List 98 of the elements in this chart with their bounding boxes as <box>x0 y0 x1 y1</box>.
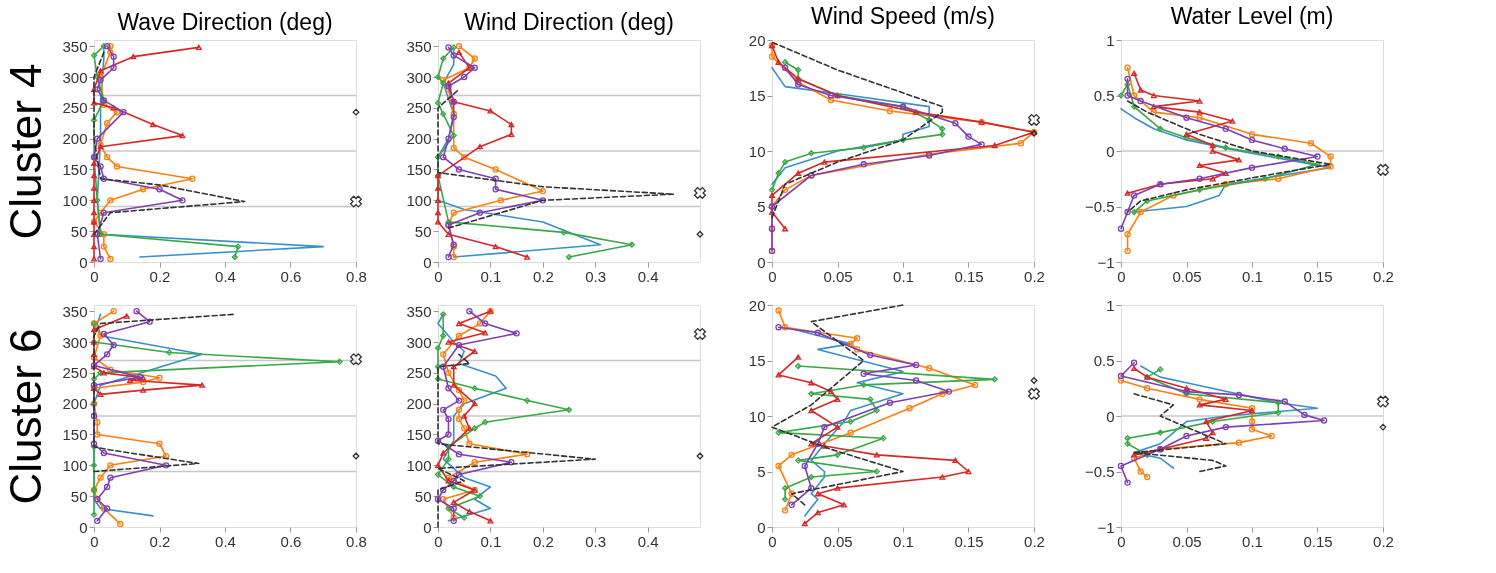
y-tick-label: 200 <box>406 130 432 148</box>
y-tick-label: 5 <box>757 198 766 215</box>
y-tick-label: 20 <box>748 296 766 314</box>
chart-title: Wind Direction (deg) <box>464 9 674 36</box>
x-tick-label: 0.05 <box>823 267 853 285</box>
y-tick-label: 300 <box>62 333 88 351</box>
y-tick-label: 250 <box>406 99 432 117</box>
x-tick-label: 0 <box>1117 532 1126 550</box>
y-tick-label: 0 <box>79 518 88 536</box>
y-tick-label: 150 <box>406 161 432 178</box>
y-tick-label: 0 <box>423 253 432 271</box>
y-tick-label: 1 <box>1106 31 1115 49</box>
x-tick-label: 0 <box>90 267 99 285</box>
y-tick-label: 100 <box>406 456 432 474</box>
x-tick-label: 0 <box>768 267 777 285</box>
x-tick-label: 0.05 <box>1172 267 1202 285</box>
y-tick-label: 50 <box>414 222 432 240</box>
y-axis-title: Cluster 6 <box>1 328 51 505</box>
x-tick-label: 0.3 <box>585 267 607 285</box>
x-tick-label: 0.8 <box>346 267 367 285</box>
y-tick-label: −0.5 <box>1084 463 1115 480</box>
x-tick-label: 0.15 <box>1303 267 1333 285</box>
x-tick-label: 0.2 <box>149 532 171 550</box>
y-tick-label: 0 <box>757 253 766 271</box>
y-tick-label: −0.5 <box>1084 198 1115 215</box>
y-tick-label: −1 <box>1097 518 1115 536</box>
x-tick-label: 0.05 <box>1172 532 1202 550</box>
y-tick-label: 20 <box>748 31 766 49</box>
chart-title: Water Level (m) <box>1170 3 1334 29</box>
y-tick-label: 250 <box>406 364 432 382</box>
x-tick-label: 0.2 <box>1024 532 1045 550</box>
y-tick-label: 0 <box>423 518 432 536</box>
x-tick-label: 0.05 <box>823 532 853 550</box>
x-tick-label: 0.6 <box>280 267 302 285</box>
y-tick-label: 15 <box>748 87 766 104</box>
y-tick-label: 10 <box>748 142 766 160</box>
x-tick-label: 0.4 <box>215 267 236 285</box>
y-tick-label: 100 <box>62 191 88 209</box>
x-tick-label: 0.15 <box>954 532 984 550</box>
x-tick-label: 0.3 <box>585 532 607 550</box>
x-tick-label: 0.1 <box>893 267 914 285</box>
x-tick-label: 0.6 <box>280 532 302 550</box>
y-tick-label: 300 <box>406 333 432 351</box>
x-tick-label: 0.1 <box>1242 532 1263 550</box>
x-tick-label: 0.1 <box>480 267 502 285</box>
x-tick-label: 0.1 <box>1242 267 1263 285</box>
x-tick-label: 0.4 <box>637 532 659 550</box>
x-tick-label: 0 <box>434 532 443 550</box>
y-tick-label: 50 <box>414 487 432 505</box>
x-tick-label: 0.4 <box>637 267 659 285</box>
x-tick-label: 0.4 <box>215 532 236 550</box>
y-axis-title: Cluster 4 <box>1 63 51 240</box>
y-tick-label: −1 <box>1097 253 1115 271</box>
y-tick-label: 15 <box>748 352 766 369</box>
y-tick-label: 0 <box>79 253 88 271</box>
x-tick-label: 0.2 <box>1373 267 1394 285</box>
x-tick-label: 0.1 <box>893 532 914 550</box>
y-tick-label: 150 <box>62 426 88 443</box>
y-tick-label: 0.5 <box>1093 87 1115 104</box>
y-tick-label: 200 <box>62 130 88 148</box>
y-tick-label: 350 <box>406 302 432 320</box>
y-tick-label: 300 <box>406 68 432 86</box>
x-tick-label: 0.8 <box>346 532 367 550</box>
y-tick-label: 250 <box>62 364 88 382</box>
y-tick-label: 200 <box>406 395 432 413</box>
x-tick-label: 0 <box>768 532 777 550</box>
y-tick-label: 10 <box>748 407 766 425</box>
y-tick-label: 200 <box>62 395 88 413</box>
y-tick-label: 1 <box>1106 296 1115 314</box>
y-tick-label: 0 <box>1106 142 1115 160</box>
y-tick-label: 350 <box>406 37 432 55</box>
x-tick-label: 0 <box>434 267 443 285</box>
y-tick-label: 0 <box>757 518 766 536</box>
y-tick-label: 100 <box>406 191 432 209</box>
y-tick-label: 50 <box>70 487 88 505</box>
y-tick-label: 100 <box>62 456 88 474</box>
y-tick-label: 250 <box>62 99 88 117</box>
x-tick-label: 0.2 <box>532 532 554 550</box>
x-tick-label: 0.15 <box>954 267 984 285</box>
x-tick-label: 0.2 <box>149 267 171 285</box>
chart-title: Wind Speed (m/s) <box>810 3 996 29</box>
x-tick-label: 0.15 <box>1303 532 1333 550</box>
x-tick-label: 0 <box>1117 267 1126 285</box>
y-tick-label: 50 <box>70 222 88 240</box>
y-tick-label: 350 <box>62 37 88 55</box>
y-tick-label: 150 <box>62 161 88 178</box>
y-tick-label: 150 <box>406 426 432 443</box>
x-tick-label: 0 <box>90 532 99 550</box>
x-tick-label: 0.2 <box>532 267 554 285</box>
x-tick-label: 0.2 <box>1373 532 1394 550</box>
x-tick-label: 0.2 <box>1024 267 1045 285</box>
y-tick-label: 300 <box>62 68 88 86</box>
y-tick-label: 0 <box>1106 407 1115 425</box>
y-tick-label: 5 <box>757 463 766 480</box>
y-tick-label: 0.5 <box>1093 352 1115 369</box>
chart-title: Wave Direction (deg) <box>117 9 333 36</box>
x-tick-label: 0.1 <box>480 532 502 550</box>
y-tick-label: 350 <box>62 302 88 320</box>
